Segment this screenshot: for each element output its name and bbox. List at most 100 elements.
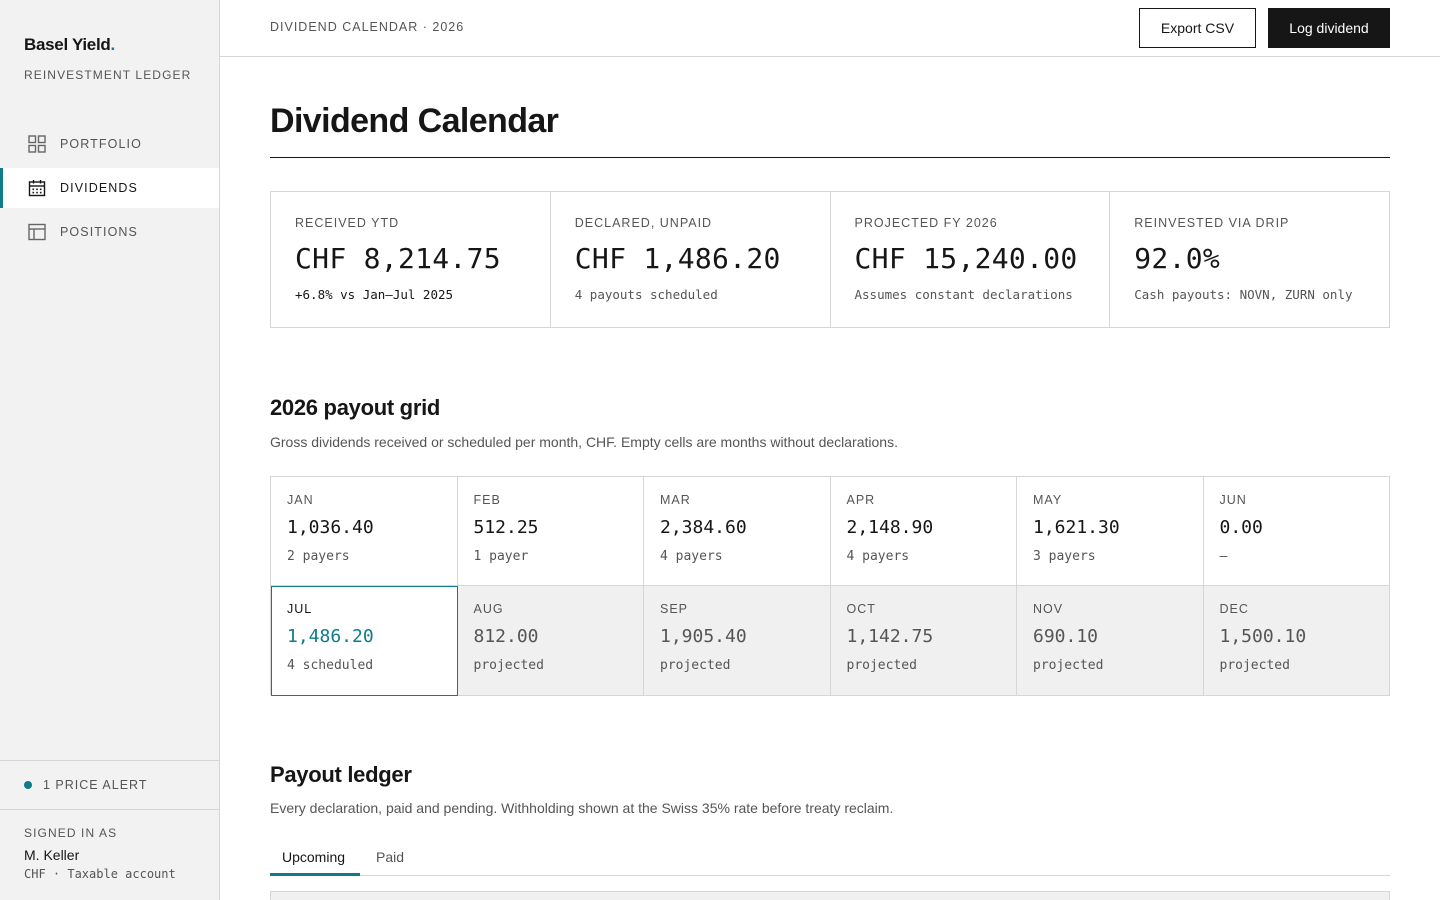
stat-note: Cash payouts: NOVN, ZURN only — [1134, 287, 1353, 302]
ledger-table-header — [270, 891, 1390, 900]
month-amount: 512.25 — [473, 517, 539, 538]
sidebar-item-portfolio[interactable]: PORTFOLIO — [0, 124, 219, 164]
title-divider — [270, 157, 1390, 158]
month-cell-jan[interactable]: JAN 1,036.40 2 payers — [271, 477, 458, 586]
stat-value: CHF 8,214.75 — [295, 242, 501, 275]
brand-subtitle: REINVESTMENT LEDGER — [24, 68, 192, 82]
month-status: 3 payers — [1033, 549, 1096, 564]
stat-note: Assumes constant declarations — [854, 287, 1073, 302]
month-amount: 1,036.40 — [287, 517, 374, 538]
month-amount: 1,142.75 — [846, 626, 934, 647]
breadcrumb: DIVIDEND CALENDAR · 2026 — [270, 20, 465, 34]
month-status: 4 scheduled — [287, 658, 374, 673]
month-cell-apr[interactable]: APR 2,148.90 4 payers — [830, 477, 1017, 586]
sidebar-item-label: PORTFOLIO — [60, 137, 142, 151]
stat-label: REINVESTED VIA DRIP — [1134, 216, 1290, 230]
table-icon — [28, 223, 46, 241]
month-label: FEB — [473, 493, 501, 507]
month-label: OCT — [846, 602, 876, 616]
month-amount: 0.00 — [1219, 517, 1263, 538]
stat-card-reinvested-drip: REINVESTED VIA DRIP 92.0% Cash payouts: … — [1110, 192, 1389, 327]
month-amount: 812.00 — [473, 626, 539, 647]
payout-grid-description: Gross dividends received or scheduled pe… — [270, 434, 898, 450]
month-cell-nov[interactable]: NOV 690.10 projected — [1017, 586, 1204, 696]
log-dividend-button[interactable]: Log dividend — [1268, 8, 1390, 48]
month-status: projected — [1033, 658, 1104, 673]
month-status: — — [1219, 549, 1228, 564]
month-label: MAY — [1033, 493, 1063, 507]
month-status: projected — [473, 658, 544, 673]
stat-value: CHF 1,486.20 — [574, 242, 781, 275]
summary-stats: RECEIVED YTD CHF 8,214.75 +6.8% vs Jan–J… — [270, 191, 1390, 328]
month-label: JUN — [1219, 493, 1247, 507]
month-status: 4 payers — [660, 549, 723, 564]
month-cell-dec[interactable]: DEC 1,500.10 projected — [1203, 586, 1390, 696]
month-status: 1 payer — [473, 549, 529, 564]
month-label: JUL — [287, 602, 313, 616]
stat-label: PROJECTED FY 2026 — [854, 216, 998, 230]
sidebar-item-dividends[interactable]: DIVIDENDS — [0, 168, 219, 208]
month-amount: 1,500.10 — [1219, 626, 1307, 647]
month-status: projected — [660, 658, 731, 673]
month-status: 4 payers — [846, 549, 910, 564]
month-label: APR — [846, 493, 876, 507]
price-alert[interactable]: 1 PRICE ALERT — [0, 760, 219, 810]
month-cell-aug[interactable]: AUG 812.00 projected — [457, 586, 644, 696]
calendar-icon — [28, 180, 46, 197]
payout-grid-title: 2026 payout grid — [270, 395, 441, 420]
stat-value: 92.0% — [1134, 242, 1221, 275]
month-cell-jul[interactable]: JUL 1,486.20 4 scheduled — [271, 586, 458, 696]
signed-in-caption: SIGNED IN AS — [24, 826, 118, 840]
payout-ledger-description: Every declaration, paid and pending. Wit… — [270, 800, 894, 816]
sidebar-item-positions[interactable]: POSITIONS — [0, 212, 219, 252]
month-amount: 2,384.60 — [660, 517, 747, 538]
sidebar-nav: PORTFOLIO DIVIDENDS POSITIONS — [0, 124, 219, 256]
month-status: 2 payers — [287, 549, 350, 564]
price-alert-label: 1 PRICE ALERT — [43, 778, 148, 792]
sidebar: Basel Yield. REINVESTMENT LEDGER PORTFOL… — [0, 0, 220, 900]
user-info: SIGNED IN AS M. Keller CHF · Taxable acc… — [24, 826, 176, 881]
month-status: projected — [846, 658, 917, 673]
stat-note: +6.8% vs Jan–Jul 2025 — [295, 287, 454, 302]
stat-value: CHF 15,240.00 — [854, 242, 1078, 275]
month-label: NOV — [1033, 602, 1064, 616]
page-title: Dividend Calendar — [270, 102, 559, 140]
ledger-tabs: Upcoming Paid — [270, 839, 1390, 876]
tab-upcoming[interactable]: Upcoming — [282, 849, 346, 865]
month-label: MAR — [660, 493, 691, 507]
month-status: projected — [1219, 658, 1290, 673]
stat-card-declared-unpaid: DECLARED, UNPAID CHF 1,486.20 4 payouts … — [551, 192, 831, 327]
grid-icon — [28, 135, 46, 153]
month-cell-oct[interactable]: OCT 1,142.75 projected — [830, 586, 1017, 696]
month-amount: 1,621.30 — [1033, 517, 1120, 538]
stat-card-projected-fy: PROJECTED FY 2026 CHF 15,240.00 Assumes … — [831, 192, 1111, 327]
month-cell-sep[interactable]: SEP 1,905.40 projected — [644, 586, 831, 696]
month-cell-mar[interactable]: MAR 2,384.60 4 payers — [644, 477, 831, 586]
month-label: SEP — [660, 602, 689, 616]
month-cell-may[interactable]: MAY 1,621.30 3 payers — [1017, 477, 1204, 586]
active-tab-indicator — [270, 873, 360, 876]
tab-paid[interactable]: Paid — [376, 849, 405, 865]
month-cell-jun[interactable]: JUN 0.00 — — [1203, 477, 1390, 586]
user-name: M. Keller — [24, 847, 80, 863]
month-amount: 1,905.40 — [660, 626, 747, 647]
month-label: AUG — [473, 602, 504, 616]
month-amount: 2,148.90 — [846, 517, 934, 538]
month-amount: 690.10 — [1033, 626, 1099, 647]
brand-logo[interactable]: Basel Yield. — [24, 35, 115, 54]
export-csv-button[interactable]: Export CSV — [1139, 8, 1256, 48]
alert-dot-icon — [24, 781, 32, 789]
stat-label: DECLARED, UNPAID — [574, 216, 713, 230]
top-bar: DIVIDEND CALENDAR · 2026 Export CSV Log … — [220, 0, 1440, 57]
stat-card-received-ytd: RECEIVED YTD CHF 8,214.75 +6.8% vs Jan–J… — [271, 192, 551, 327]
month-cell-feb[interactable]: FEB 512.25 1 payer — [457, 477, 644, 586]
month-amount: 1,486.20 — [287, 626, 374, 647]
stat-note: 4 payouts scheduled — [574, 287, 718, 302]
sidebar-item-label: DIVIDENDS — [60, 181, 138, 195]
sidebar-item-label: POSITIONS — [60, 225, 138, 239]
account-type: CHF · Taxable account — [24, 867, 176, 881]
month-label: JAN — [287, 493, 314, 507]
stat-label: RECEIVED YTD — [295, 216, 400, 230]
month-label: DEC — [1219, 602, 1249, 616]
payout-ledger-title: Payout ledger — [270, 762, 412, 787]
